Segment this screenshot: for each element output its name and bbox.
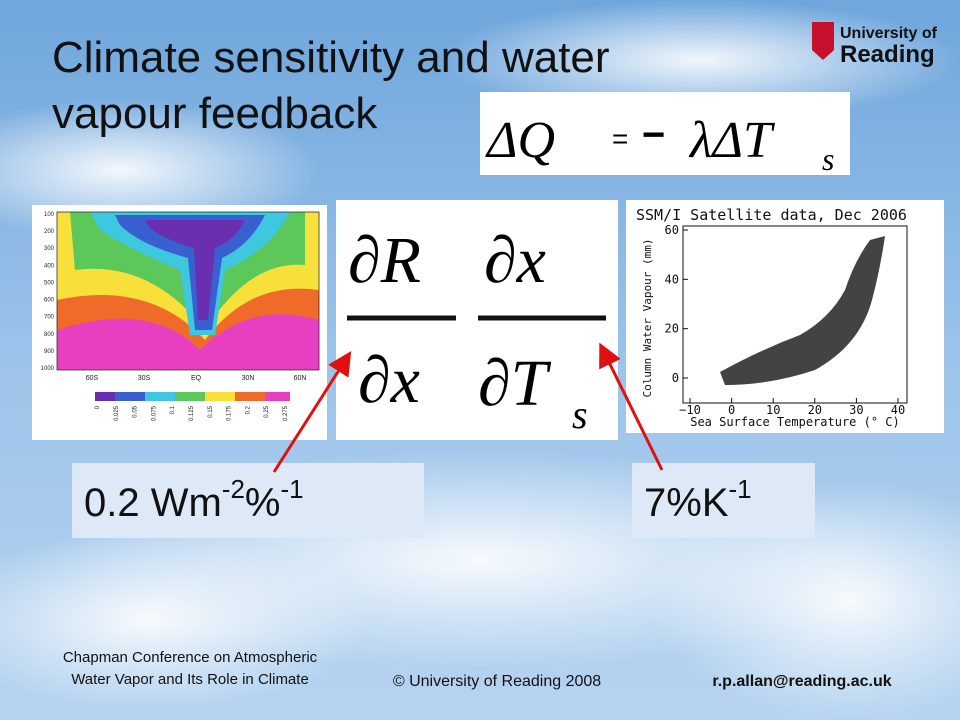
label-part: % <box>245 481 281 525</box>
arrow <box>272 350 352 473</box>
y-tick-label: 700 <box>44 315 55 321</box>
colorbar-label: 0.075 <box>151 405 157 421</box>
label-superscript: -2 <box>222 474 245 504</box>
x-tick-label: EQ <box>191 375 202 382</box>
y-tick-label: 900 <box>44 349 55 355</box>
arrow <box>599 342 664 471</box>
y-tick-label: 100 <box>44 212 55 218</box>
derivative-subscript: s <box>572 392 588 437</box>
equation-term: ΔQ <box>485 112 555 169</box>
y-tick-label: 500 <box>44 280 55 286</box>
title-line: vapour feedback <box>52 89 378 138</box>
scatter-title: SSM/I Satellite data, Dec 2006 <box>636 206 907 224</box>
y-tick-label: 40 <box>665 272 679 286</box>
crest <box>812 22 834 50</box>
colorbar-label: 0.275 <box>283 405 289 421</box>
colorbar-label: 0.125 <box>189 405 195 421</box>
colorbar-label: 0.2 <box>245 405 251 414</box>
plot-frame <box>56 211 320 371</box>
colorbar-label: 0.25 <box>264 405 270 417</box>
derivative-term: ∂R <box>348 224 421 297</box>
y-tick-label: 600 <box>44 298 55 304</box>
scatter-cloud <box>720 236 885 385</box>
footer-text: Chapman Conference on Atmospheric <box>63 649 318 666</box>
equation-box <box>480 92 850 175</box>
logo: University of Reading <box>812 22 938 68</box>
x-tick-label: 60S <box>86 375 99 382</box>
equation-subscript: s <box>822 141 834 177</box>
colorbar-label: 0.025 <box>114 405 120 421</box>
footer-text: Water Vapor and Its Role in Climate <box>71 671 309 688</box>
y-tick-label: 60 <box>665 223 679 237</box>
logo-text: Reading <box>840 41 935 68</box>
contour-fill <box>145 220 245 320</box>
footer-email: r.p.allan@reading.ac.uk <box>712 673 891 690</box>
colorbar-label: 0.15 <box>208 405 214 417</box>
equation-symbol: = <box>612 123 628 154</box>
x-axis-label: Sea Surface Temperature (° C) <box>690 415 900 429</box>
contour-plot: 100 200 300 400 500 600 700 800 900 1000 60S 30S EQ 3… <box>32 205 327 440</box>
label-superscript: -1 <box>281 474 304 504</box>
label-box <box>72 463 424 538</box>
colorbar-label: 0.05 <box>133 405 139 417</box>
equation-symbol: − <box>642 113 665 157</box>
x-tick-label: −10 <box>679 403 701 417</box>
y-tick-label: 300 <box>44 246 55 252</box>
y-tick-label: 400 <box>44 263 55 269</box>
plot-panel <box>626 200 944 433</box>
logo-text: University of <box>840 25 938 42</box>
y-tick-label: 800 <box>44 332 55 338</box>
scatter-plot: SSM/I Satellite data, Dec 2006 Sea Surfa… <box>626 200 944 433</box>
label-superscript: -1 <box>729 474 752 504</box>
colorbar-label: 0.175 <box>227 405 233 421</box>
derivative-term: ∂x <box>484 224 546 297</box>
y-tick-label: 1000 <box>41 366 55 372</box>
derivative-term: ∂x <box>358 344 420 417</box>
y-tick-label: 20 <box>665 322 679 336</box>
colorbar-label: 0.1 <box>170 405 176 414</box>
y-tick-label: 200 <box>44 229 55 235</box>
y-tick-label: 0 <box>672 371 679 385</box>
x-tick-label: 30N <box>242 375 255 382</box>
footer-text: © University of Reading 2008 <box>393 673 601 690</box>
label-box <box>632 463 815 538</box>
colorbar <box>95 392 290 401</box>
x-tick-label: 40 <box>891 403 905 417</box>
x-tick-label: 10 <box>766 403 780 417</box>
plot-frame <box>682 225 908 404</box>
x-tick-label: 0 <box>728 403 735 417</box>
label-text: 0.2 Wm-2%-1 <box>84 474 304 525</box>
crest <box>812 50 834 60</box>
x-tick-label: 60N <box>294 375 307 382</box>
contour-fill <box>115 215 265 330</box>
derivative-term: ∂T <box>478 347 552 420</box>
label-part: 7%K <box>644 481 729 525</box>
equation-term: λΔT <box>688 112 775 169</box>
colorbar-label: 0 <box>95 405 101 409</box>
x-tick-label: 30S <box>138 375 151 382</box>
title-line: Climate sensitivity and water <box>52 33 610 82</box>
x-tick-label: 30 <box>849 403 863 417</box>
x-tick-label: 20 <box>808 403 822 417</box>
label-text: 7%K-1 <box>644 474 752 525</box>
y-axis-label: Column Water Vapour (mm) <box>641 239 654 398</box>
label-part: 0.2 Wm <box>84 481 222 525</box>
